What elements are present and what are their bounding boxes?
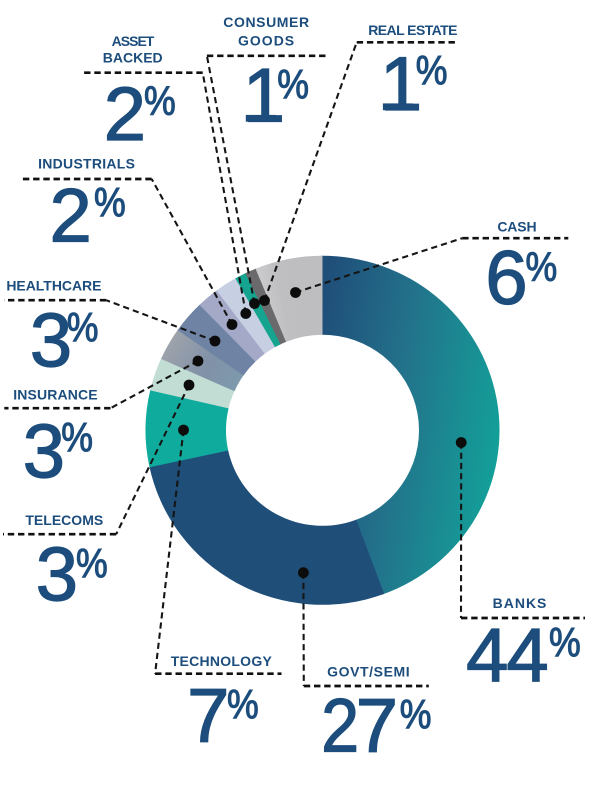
svg-text:%: %: [61, 415, 93, 461]
svg-text:GOODS: GOODS: [238, 33, 295, 49]
svg-text:3: 3: [23, 410, 65, 495]
svg-text:REAL ESTATE: REAL ESTATE: [368, 22, 457, 38]
svg-text:2: 2: [50, 174, 92, 259]
svg-text:%: %: [94, 180, 126, 226]
svg-text:%: %: [76, 541, 108, 587]
svg-text:1: 1: [243, 54, 285, 139]
svg-text:4: 4: [466, 614, 508, 699]
svg-text:GOVT/SEMI: GOVT/SEMI: [327, 664, 410, 680]
svg-text:%: %: [526, 245, 558, 291]
svg-text:%: %: [400, 692, 432, 738]
svg-text:%: %: [277, 62, 309, 108]
svg-text:%: %: [549, 620, 581, 666]
svg-text:6: 6: [485, 236, 527, 321]
svg-text:TECHNOLOGY: TECHNOLOGY: [171, 653, 273, 669]
svg-text:TELECOMS: TELECOMS: [25, 512, 103, 528]
svg-text:BACKED: BACKED: [103, 50, 163, 66]
svg-text:3: 3: [30, 298, 72, 383]
svg-text:CONSUMER: CONSUMER: [223, 14, 309, 30]
svg-text:%: %: [67, 305, 99, 351]
svg-text:7: 7: [187, 673, 229, 758]
svg-text:2: 2: [321, 684, 359, 768]
svg-text:%: %: [227, 682, 259, 728]
svg-text:INSURANCE: INSURANCE: [13, 387, 98, 403]
svg-text:HEALTHCARE: HEALTHCARE: [6, 278, 101, 294]
svg-text:INDUSTRIALS: INDUSTRIALS: [38, 155, 135, 171]
svg-text:4: 4: [506, 614, 548, 699]
svg-text:%: %: [144, 79, 176, 125]
svg-text:BANKS: BANKS: [493, 595, 548, 611]
svg-text:%: %: [416, 48, 448, 94]
svg-text:3: 3: [36, 533, 78, 618]
svg-text:7: 7: [356, 683, 398, 768]
svg-text:1: 1: [380, 42, 422, 127]
svg-text:CASH: CASH: [497, 218, 536, 234]
svg-text:2: 2: [104, 72, 146, 157]
svg-text:ASSET: ASSET: [112, 33, 155, 49]
